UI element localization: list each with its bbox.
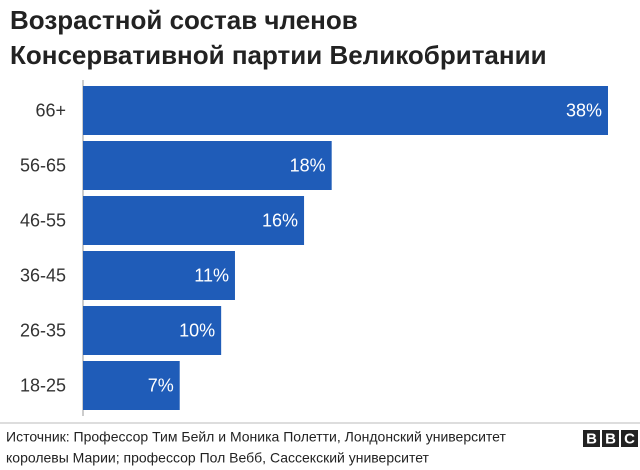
bar [83, 196, 305, 245]
logo-box [602, 430, 619, 447]
y-tick-label: 46-55 [20, 210, 66, 230]
data-label: 38% [566, 100, 602, 120]
bar [83, 251, 235, 300]
bar [83, 141, 332, 190]
data-label: 10% [179, 320, 215, 340]
logo-box [621, 430, 638, 447]
bar [83, 86, 608, 135]
chart-title: Возрастной состав членов [10, 5, 358, 35]
y-tick-label: 18-25 [20, 375, 66, 395]
logo-letter: C [624, 430, 635, 447]
logo-letter: B [605, 430, 616, 447]
y-tick-label: 66+ [35, 100, 66, 120]
chart-title: Консервативной партии Великобритании [10, 40, 547, 70]
bar [83, 361, 180, 410]
bar [83, 306, 222, 355]
source: Источник: Профессор Тим Бейл и Моника По… [6, 429, 507, 445]
data-label: 7% [148, 375, 174, 395]
y-tick-label: 36-45 [20, 265, 66, 285]
data-label: 11% [194, 265, 229, 285]
source: королевы Марии; профессор Пол Вебб, Сасс… [6, 450, 430, 466]
y-tick-label: 56-65 [20, 155, 66, 175]
logo-letter: B [586, 430, 597, 447]
data-label: 16% [262, 210, 298, 230]
y-tick-label: 26-35 [20, 320, 66, 340]
logo-box [583, 430, 600, 447]
data-label: 18% [290, 155, 326, 175]
